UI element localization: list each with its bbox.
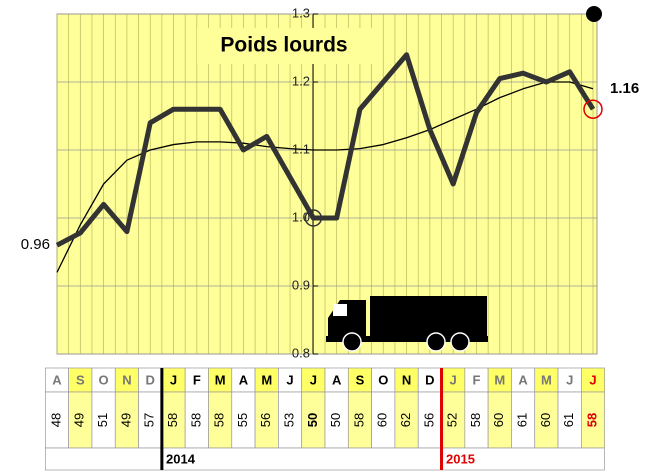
month-label: A	[332, 372, 342, 387]
month-label: O	[99, 372, 109, 387]
month-label: S	[76, 372, 85, 387]
truck-icon	[326, 296, 488, 352]
month-label: F	[473, 372, 481, 387]
plot-background	[56, 13, 598, 355]
count-label: 60	[491, 413, 506, 427]
count-label: 58	[468, 413, 483, 427]
month-label: A	[52, 372, 62, 387]
count-label: 60	[375, 413, 390, 427]
month-label: S	[356, 372, 365, 387]
year-label: 2014	[166, 451, 196, 466]
highlight-marker	[304, 209, 323, 227]
month-label: M	[541, 372, 552, 387]
highlight-marker	[583, 99, 603, 119]
count-label: 61	[515, 413, 530, 427]
month-label: M	[494, 372, 505, 387]
y-tick-label: 1.3	[292, 5, 310, 20]
count-label: 56	[258, 413, 273, 427]
corner-dot	[586, 6, 602, 22]
month-label: J	[170, 372, 177, 387]
count-label: 57	[142, 413, 157, 427]
count-label: 50	[305, 413, 320, 427]
month-label: J	[310, 372, 317, 387]
count-label: 52	[445, 413, 460, 427]
plot-area: 0.80.91.01.11.21.3	[55, 5, 603, 360]
month-label: D	[146, 372, 155, 387]
month-label: A	[239, 372, 249, 387]
count-label: 49	[72, 413, 87, 427]
month-label: J	[566, 372, 573, 387]
count-label: 58	[212, 413, 227, 427]
month-label: N	[402, 372, 411, 387]
y-tick-label: 0.8	[292, 345, 310, 360]
count-label: 61	[561, 413, 576, 427]
line-series	[55, 52, 596, 248]
count-label: 50	[328, 413, 343, 427]
count-label: 58	[351, 413, 366, 427]
year-label: 2015	[446, 451, 475, 466]
month-label: J	[589, 372, 596, 387]
year-row	[44, 447, 606, 471]
chart-title: Poids lourds	[220, 34, 347, 57]
count-label: 56	[421, 413, 436, 427]
count-label: 58	[188, 413, 203, 427]
count-label: 49	[118, 413, 133, 427]
count-label: 48	[48, 413, 63, 427]
month-label: F	[193, 372, 201, 387]
month-label: O	[378, 372, 388, 387]
count-label: 55	[235, 413, 250, 427]
title-box	[197, 28, 372, 64]
month-label: D	[425, 372, 434, 387]
count-label: 58	[165, 413, 180, 427]
month-label: N	[122, 372, 131, 387]
count-label: 58	[584, 413, 599, 427]
count-label: 53	[281, 413, 296, 427]
y-tick-label: 0.9	[292, 277, 310, 292]
month-label: J	[286, 372, 293, 387]
value-label: 1.16	[610, 80, 639, 97]
count-label: 62	[398, 413, 413, 427]
value-label: 0.96	[21, 236, 50, 253]
month-label: A	[518, 372, 528, 387]
count-label: 51	[95, 413, 110, 427]
table: A 48 S 49 O 51 N 49 D 57 J 58 F 58 M 58 A 55 M 56 J 53 J 50 A 50 S…	[44, 367, 606, 471]
count-label: 60	[538, 413, 553, 427]
y-tick-label: 1.2	[292, 73, 310, 88]
month-label: J	[450, 372, 457, 387]
month-label: M	[261, 372, 272, 387]
month-label: M	[215, 372, 226, 387]
